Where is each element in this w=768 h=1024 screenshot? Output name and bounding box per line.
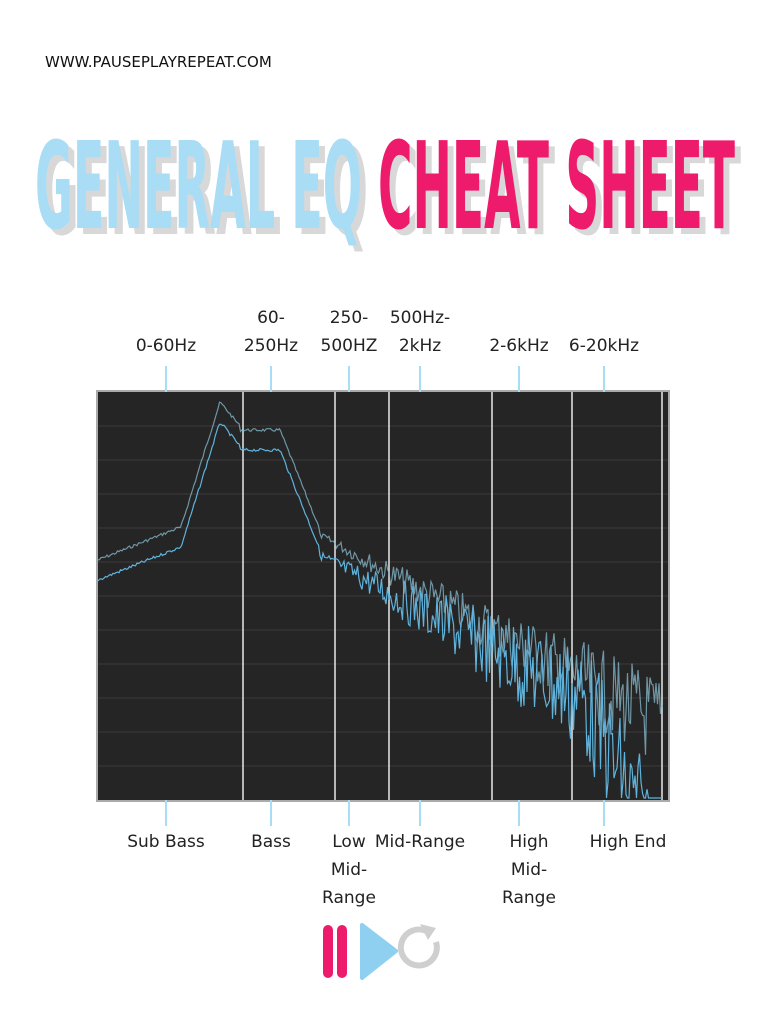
spectrum-line: [97, 423, 662, 799]
site-url: WWW.PAUSEPLAYREPEAT.COM: [45, 53, 272, 71]
band-range: 2-6kHz: [489, 336, 549, 356]
title-shadow: CHEAT SHEET: [384, 124, 741, 263]
band-range: 0-60Hz: [135, 336, 197, 356]
band-range: 60-250Hz: [243, 308, 299, 356]
band-name: Mid-Range: [374, 832, 466, 852]
band-range: 500Hz-2kHz: [389, 308, 451, 356]
band-range: 6-20kHz: [568, 336, 640, 356]
title-general-eq: GENERAL EQ: [35, 118, 362, 257]
grid: [98, 425, 668, 767]
title-shadow: GENERAL EQ: [41, 124, 368, 263]
band-name: High End: [589, 832, 667, 852]
logo: [323, 923, 440, 980]
band-range: 250-500HZ: [320, 308, 378, 356]
title-cheat-sheet: CHEAT SHEET: [378, 118, 735, 257]
band-name: Bass: [251, 832, 291, 852]
band-name: High Mid-Range: [502, 832, 556, 908]
band-name: Sub Bass: [127, 832, 205, 852]
band-name: Low Mid-Range: [322, 832, 376, 908]
